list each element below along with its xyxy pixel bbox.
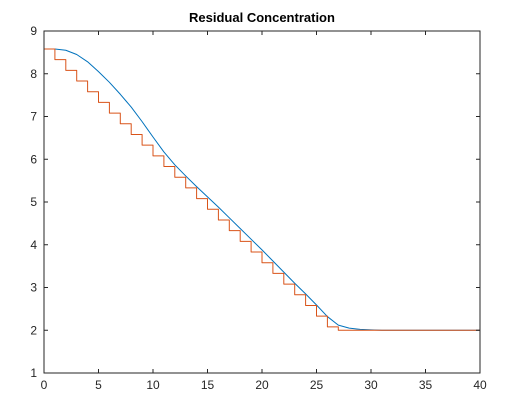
plot-area <box>44 31 480 373</box>
x-tick-label: 35 <box>419 378 433 392</box>
y-tick-label: 9 <box>30 24 37 38</box>
y-tick-label: 4 <box>30 238 37 252</box>
x-tick-label: 40 <box>473 378 487 392</box>
x-tick-label: 5 <box>95 378 102 392</box>
x-tick-label: 15 <box>201 378 215 392</box>
chart-title: Residual Concentration <box>189 10 335 25</box>
x-tick-label: 30 <box>364 378 378 392</box>
x-tick-label: 10 <box>146 378 160 392</box>
y-tick-label: 7 <box>30 110 37 124</box>
x-axis: 0 5 10 15 20 25 30 35 40 <box>41 31 487 392</box>
y-tick-label: 3 <box>30 281 37 295</box>
stairs-series-line <box>44 48 480 331</box>
series-layer <box>44 48 480 331</box>
y-tick-label: 1 <box>30 366 37 380</box>
y-axis: 1 2 3 4 5 6 7 8 9 <box>30 24 480 380</box>
y-tick-label: 2 <box>30 323 37 337</box>
y-tick-label: 6 <box>30 152 37 166</box>
x-tick-label: 25 <box>310 378 324 392</box>
x-tick-label: 0 <box>41 378 48 392</box>
x-tick-label: 20 <box>255 378 269 392</box>
y-tick-label: 8 <box>30 67 37 81</box>
y-tick-label: 5 <box>30 195 37 209</box>
